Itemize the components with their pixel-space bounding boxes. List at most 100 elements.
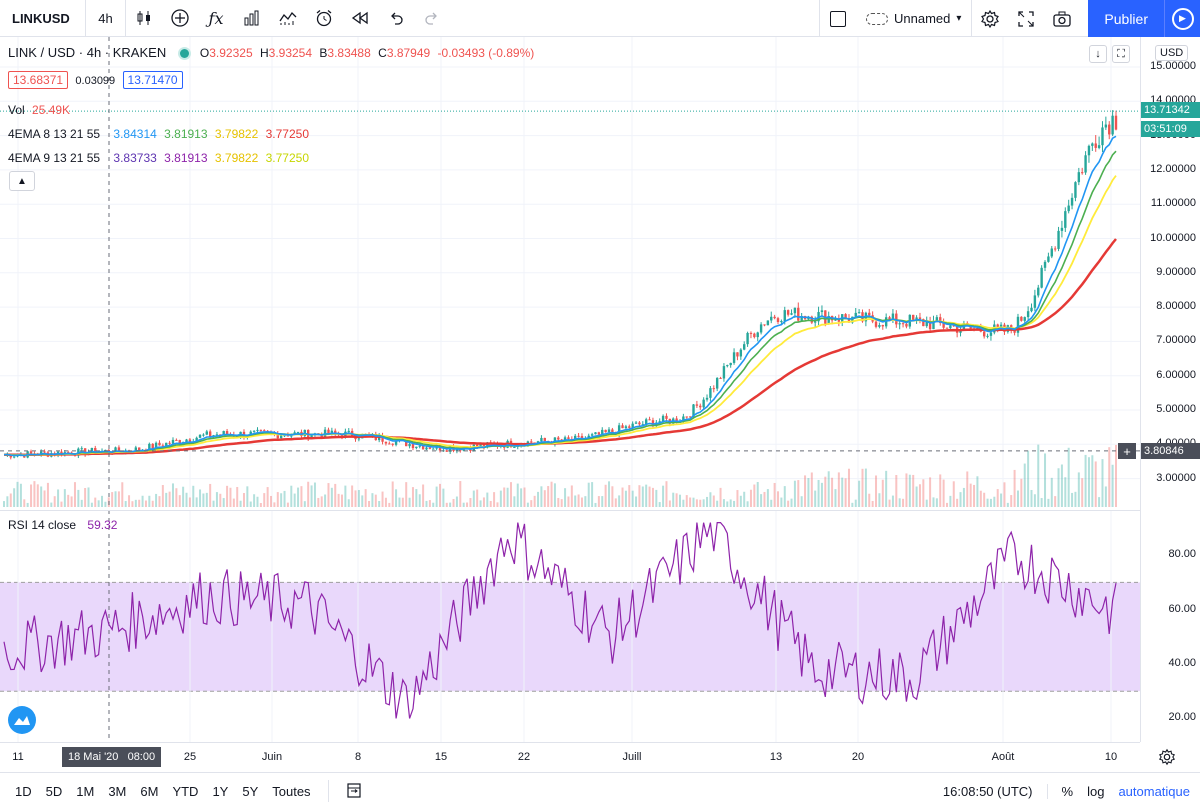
- crosshair-price-tag: 3.80846: [1141, 443, 1200, 459]
- main-chart-pane[interactable]: LINK / USD · 4h · KRAKEN O3.92325 H3.932…: [0, 37, 1140, 507]
- range-1m[interactable]: 1M: [76, 783, 95, 799]
- collapse-legend-button[interactable]: ▲: [9, 171, 35, 191]
- volume-bar: [496, 502, 499, 507]
- volume-bar: [1111, 464, 1114, 507]
- tradingview-logo[interactable]: [8, 706, 36, 734]
- volume-bar: [205, 492, 208, 507]
- chart-settings-button[interactable]: [1158, 748, 1176, 766]
- maximize-pane-button[interactable]: ⛶: [1112, 45, 1130, 63]
- spread-value: 0.03099: [75, 75, 116, 87]
- range-1d[interactable]: 1D: [15, 783, 32, 799]
- candle-body: [773, 316, 776, 319]
- volume-bar: [1074, 491, 1077, 507]
- candle-body: [12, 456, 16, 458]
- select-all-button[interactable]: [820, 0, 856, 37]
- candle-body: [611, 429, 614, 433]
- range-6m[interactable]: 6M: [140, 783, 159, 799]
- candle-body: [590, 434, 594, 436]
- range-all[interactable]: Toutes: [272, 783, 311, 799]
- volume-bar: [405, 482, 408, 507]
- snapshot-button[interactable]: [1044, 0, 1080, 37]
- volume-bar: [547, 486, 550, 507]
- publish-button[interactable]: Publier: [1088, 0, 1164, 37]
- scroll-to-realtime-button[interactable]: ↓: [1089, 45, 1107, 63]
- volume-bar: [790, 498, 793, 507]
- volume-bar: [168, 491, 171, 507]
- volume-bar: [344, 485, 347, 507]
- layout-name-button[interactable]: Unnamed ▾: [856, 0, 971, 37]
- candle-body: [641, 424, 645, 426]
- volume-bar: [611, 486, 614, 507]
- date-range-button[interactable]: [339, 781, 369, 802]
- volume-bar: [30, 484, 33, 507]
- candle-body: [628, 426, 631, 428]
- volume-bar: [837, 472, 840, 507]
- volume-bar: [256, 496, 259, 507]
- range-5y[interactable]: 5Y: [242, 783, 259, 799]
- volume-bar: [574, 495, 577, 507]
- candles-style-button[interactable]: [126, 0, 162, 37]
- rsi-chart-canvas: [0, 510, 1140, 742]
- candle-body: [29, 451, 33, 454]
- ema-55-line: [3, 238, 1117, 457]
- time-axis[interactable]: 11 25 Juin 8 15 22 Juill 13 20 Août 10 18 Mai '20 …: [0, 742, 1140, 772]
- candle-body: [357, 438, 361, 440]
- redo-button[interactable]: [414, 0, 450, 37]
- volume-bar: [709, 492, 712, 507]
- log-toggle[interactable]: log: [1087, 783, 1105, 799]
- candle-body: [1087, 145, 1091, 156]
- rsi-tick-label: 20.00: [1168, 711, 1196, 724]
- volume-bar: [138, 499, 141, 507]
- volume-bar: [368, 500, 371, 507]
- volume-bar: [432, 502, 435, 507]
- settings-button[interactable]: [972, 0, 1008, 37]
- candle-body: [567, 437, 570, 440]
- templates-button[interactable]: [234, 0, 270, 37]
- indicators-button[interactable]: ƒx: [198, 0, 234, 37]
- low-value: 3.83488: [327, 46, 371, 60]
- fullscreen-button[interactable]: [1008, 0, 1044, 37]
- buy-price-button[interactable]: 13.71470: [122, 71, 183, 89]
- volume-bar: [753, 484, 756, 507]
- volume-bar: [1027, 450, 1030, 507]
- candle-body: [587, 435, 590, 439]
- range-5d[interactable]: 5D: [45, 783, 63, 799]
- auto-scale-toggle[interactable]: automatique: [1118, 783, 1190, 799]
- volume-bar: [952, 481, 955, 507]
- alert-button[interactable]: [306, 0, 342, 37]
- candle-body: [783, 310, 786, 322]
- strategy-button[interactable]: [270, 0, 306, 37]
- candle-body: [154, 442, 158, 449]
- currency-label[interactable]: USD: [1155, 45, 1189, 61]
- volume-bar: [503, 487, 506, 507]
- candle-body: [1040, 267, 1043, 288]
- clock-display[interactable]: 16:08:50 (UTC): [936, 783, 1048, 799]
- range-1y[interactable]: 1Y: [212, 783, 229, 799]
- crosshair-add-button[interactable]: +: [1118, 443, 1136, 459]
- interval-button[interactable]: 4h: [86, 0, 126, 37]
- candle-body: [1074, 182, 1077, 198]
- candle-body: [252, 430, 256, 432]
- undo-button[interactable]: [378, 0, 414, 37]
- high-label: H: [259, 46, 269, 60]
- range-3m[interactable]: 3M: [108, 783, 127, 799]
- open-label: O: [199, 46, 210, 60]
- volume-bar: [466, 502, 469, 507]
- volume-bar: [739, 495, 742, 507]
- symbol-search-button[interactable]: LINKUSD: [0, 0, 86, 37]
- alarm-clock-icon: [316, 10, 332, 27]
- arrow-down-icon: ↓: [1095, 48, 1101, 60]
- rsi-pane[interactable]: RSI 14 close 59.32: [0, 510, 1140, 742]
- percent-toggle[interactable]: %: [1061, 783, 1074, 799]
- candle-body: [185, 439, 188, 443]
- publish-video-button[interactable]: ▶: [1164, 0, 1200, 37]
- compare-button[interactable]: [162, 0, 198, 37]
- candle-body: [709, 388, 712, 398]
- replay-button[interactable]: [342, 0, 378, 37]
- volume-bar: [469, 498, 472, 507]
- plus-icon: +: [1123, 443, 1131, 459]
- price-axis[interactable]: USD 15.0000014.0000013.0000012.0000011.0…: [1140, 37, 1200, 742]
- range-ytd[interactable]: YTD: [172, 783, 199, 799]
- candle-body: [729, 362, 732, 366]
- sell-price-button[interactable]: 13.68371: [8, 71, 69, 89]
